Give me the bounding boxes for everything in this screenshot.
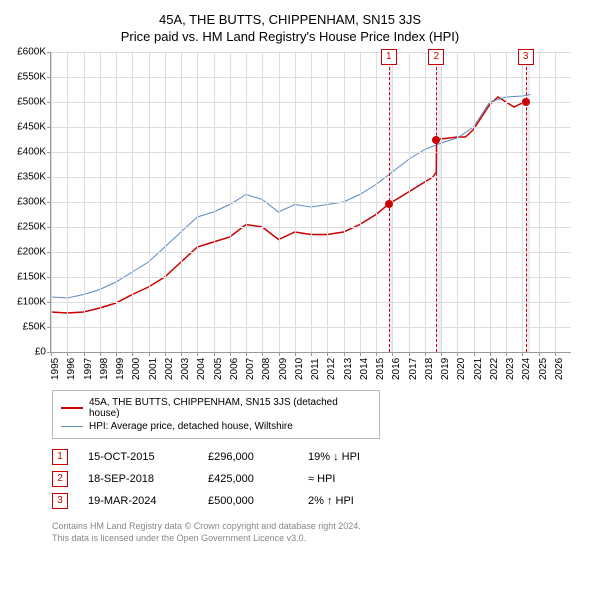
x-tick-label: 2023 [505,358,516,380]
x-axis: 1995 1996 1997 1998 1999 2000 2001 2002 2003 2004… [50,352,570,382]
events-table: 1 15-OCT-2015£296,00019% ↓ HPI 2 18-SEP-201… [52,449,570,509]
x-tick-label: 2004 [196,358,207,380]
legend-item-property: 45A, THE BUTTS, CHIPPENHAM, SN15 3JS (de… [61,397,371,419]
legend-label: HPI: Average price, detached house, Wilt… [89,421,293,432]
x-tick-label: 2007 [245,358,256,380]
event-price: £500,000 [208,495,308,507]
x-tick-label: 2016 [391,358,402,380]
legend-swatch [61,426,83,428]
chart-subtitle: Price paid vs. HM Land Registry's House … [10,29,570,44]
y-tick-label: £600K [17,47,46,58]
event-badge: 3 [52,493,68,509]
y-tick-label: £450K [17,122,46,133]
legend-swatch [61,407,83,409]
legend: 45A, THE BUTTS, CHIPPENHAM, SN15 3JS (de… [52,390,380,439]
x-tick-label: 2014 [359,358,370,380]
x-tick-label: 2000 [131,358,142,380]
event-delta: ≈ HPI [308,473,408,485]
event-delta: 2% ↑ HPI [308,495,408,507]
y-tick-label: £250K [17,222,46,233]
y-tick-label: £200K [17,247,46,258]
x-tick-label: 2003 [180,358,191,380]
data-point-dot [432,136,440,144]
event-row: 2 18-SEP-2018£425,000≈ HPI [52,471,570,487]
event-delta: 19% ↓ HPI [308,451,408,463]
y-tick-label: £100K [17,297,46,308]
x-tick-label: 2011 [310,358,321,380]
y-tick-label: £500K [17,97,46,108]
y-tick-label: £550K [17,72,46,83]
plot: 1 2 3 [50,52,571,353]
x-tick-label: 2002 [164,358,175,380]
x-tick-label: 2017 [408,358,419,380]
x-tick-label: 1996 [66,358,77,380]
chart-container: 45A, THE BUTTS, CHIPPENHAM, SN15 3JS Pri… [10,12,570,544]
y-tick-label: £300K [17,197,46,208]
x-tick-label: 2005 [213,358,224,380]
y-tick-label: £0 [35,347,46,358]
event-badge: 1 [52,449,68,465]
x-tick-label: 2022 [489,358,500,380]
event-price: £425,000 [208,473,308,485]
legend-label: 45A, THE BUTTS, CHIPPENHAM, SN15 3JS (de… [89,397,371,419]
marker-badge: 3 [518,49,534,65]
y-tick-label: £400K [17,147,46,158]
x-tick-label: 1997 [83,358,94,380]
data-point-dot [385,200,393,208]
chart-title: 45A, THE BUTTS, CHIPPENHAM, SN15 3JS [10,12,570,27]
x-tick-label: 1998 [99,358,110,380]
x-tick-label: 2009 [278,358,289,380]
data-point-dot [522,98,530,106]
x-tick-label: 2020 [456,358,467,380]
x-tick-label: 2001 [148,358,159,380]
event-date: 19-MAR-2024 [88,495,208,507]
footer: Contains HM Land Registry data © Crown c… [52,521,552,544]
x-tick-label: 2012 [326,358,337,380]
x-tick-label: 2006 [229,358,240,380]
x-tick-label: 1999 [115,358,126,380]
x-tick-label: 2026 [554,358,565,380]
y-tick-label: £150K [17,272,46,283]
event-row: 1 15-OCT-2015£296,00019% ↓ HPI [52,449,570,465]
marker-badge: 2 [428,49,444,65]
x-tick-label: 2015 [375,358,386,380]
footer-line: Contains HM Land Registry data © Crown c… [52,521,552,533]
legend-item-hpi: HPI: Average price, detached house, Wilt… [61,421,371,432]
plot-area: £0 £50K £100K £150K £200K £250K £300K £350K £400… [10,52,570,382]
marker-badge: 1 [381,49,397,65]
y-tick-label: £350K [17,172,46,183]
y-axis: £0£50K£100K£150K£200K£250K£300K£350K£400… [10,52,50,352]
event-row: 3 19-MAR-2024£500,0002% ↑ HPI [52,493,570,509]
footer-line: This data is licensed under the Open Gov… [52,533,552,545]
x-tick-label: 1995 [50,358,61,380]
y-tick-label: £50K [23,322,46,333]
x-tick-label: 2025 [538,358,549,380]
x-tick-label: 2019 [440,358,451,380]
x-tick-label: 2008 [261,358,272,380]
x-tick-label: 2013 [343,358,354,380]
x-tick-label: 2024 [521,358,532,380]
event-price: £296,000 [208,451,308,463]
event-date: 18-SEP-2018 [88,473,208,485]
x-tick-label: 2018 [424,358,435,380]
x-tick-label: 2021 [473,358,484,380]
x-tick-label: 2010 [294,358,305,380]
event-badge: 2 [52,471,68,487]
event-date: 15-OCT-2015 [88,451,208,463]
